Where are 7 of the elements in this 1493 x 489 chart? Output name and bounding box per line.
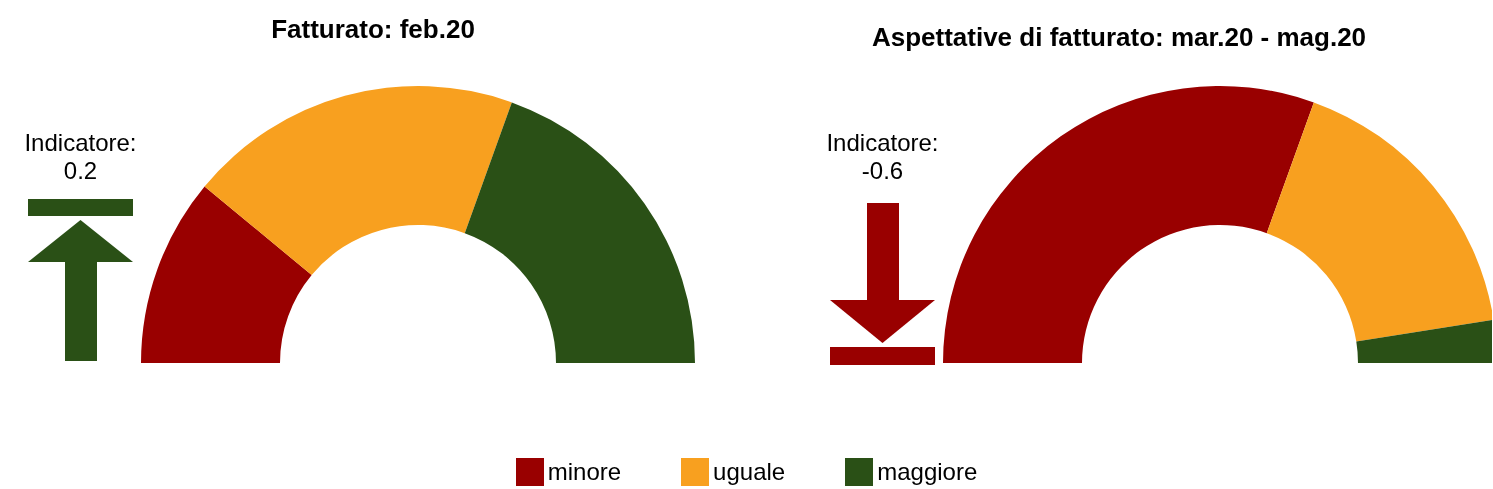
chart-title: Fatturato: feb.20 — [270, 14, 476, 45]
legend-label: minore — [547, 458, 622, 486]
legend-label: uguale — [713, 458, 786, 486]
legend-label: maggiore — [877, 458, 978, 486]
text: Indicatore: -0.6 — [825, 129, 940, 185]
text: Indicatore: 0.2 — [23, 129, 138, 185]
chart-title: Aspettative di fatturato: mar.20 - mag.20 — [870, 22, 1368, 53]
